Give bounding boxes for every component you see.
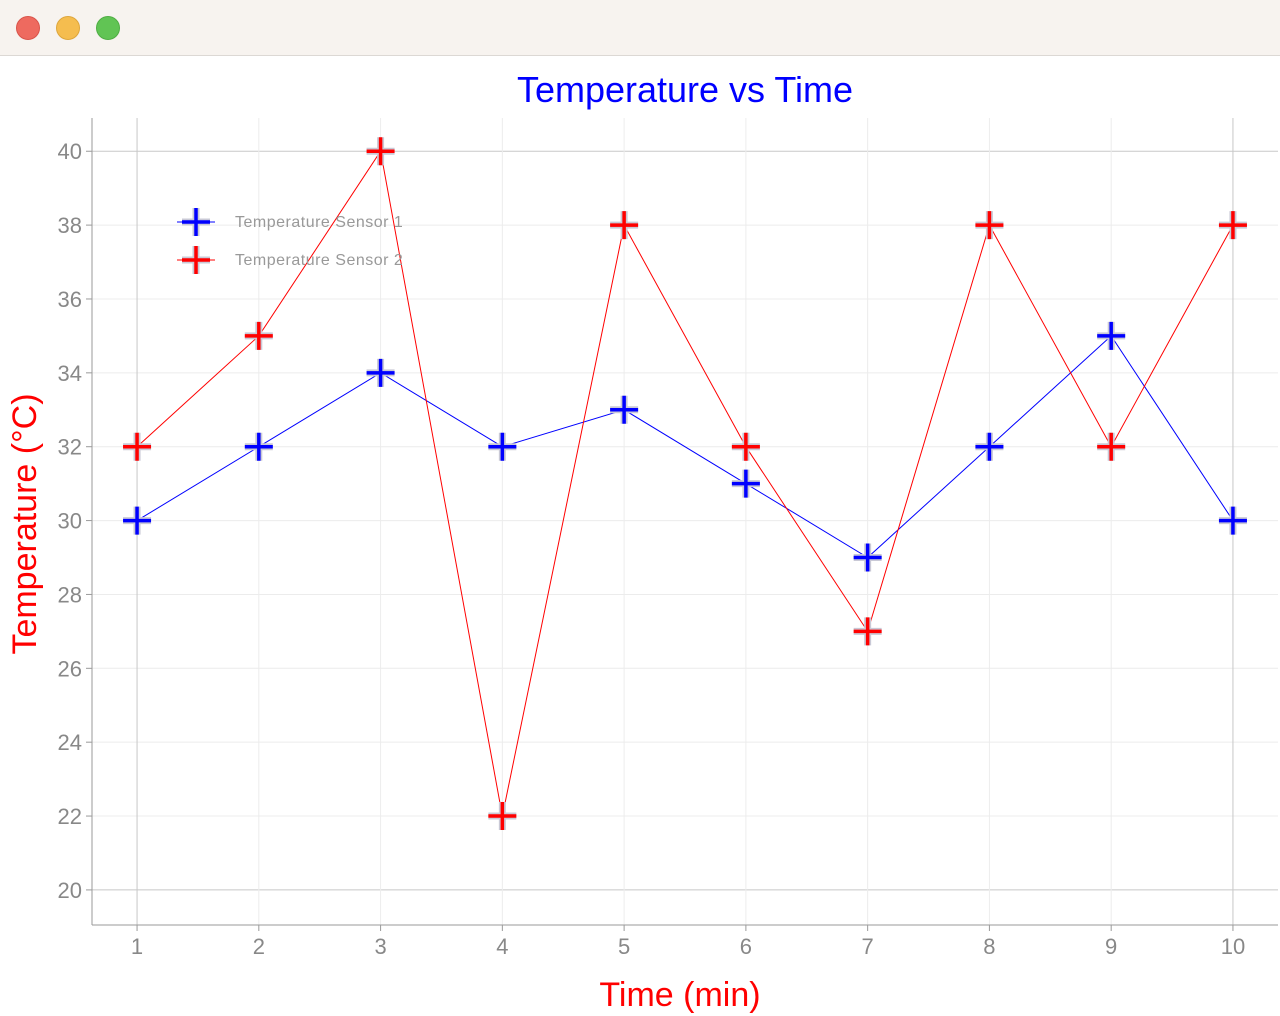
x-tick-label: 5 (618, 934, 630, 959)
marker-stroke (123, 506, 152, 535)
marker-stroke (488, 432, 517, 461)
series-1-point (488, 432, 517, 461)
series-1-point (1218, 506, 1247, 535)
series-2-point (853, 617, 882, 646)
chart-title: Temperature vs Time (517, 69, 853, 110)
series-1-point (731, 469, 760, 498)
series-1-point (853, 543, 882, 572)
marker-stroke (853, 543, 882, 572)
series-1-point (975, 432, 1004, 461)
marker-stroke (488, 802, 517, 831)
marker-stroke (975, 432, 1004, 461)
series-1-point (610, 395, 639, 424)
minimize-window-button[interactable] (56, 16, 80, 40)
marker-stroke (1218, 211, 1247, 240)
y-tick-label: 20 (58, 878, 82, 903)
marker-stroke (853, 617, 882, 646)
marker-stroke (366, 358, 395, 387)
legend-label: Temperature Sensor 1 (235, 214, 403, 231)
series-2-point (1097, 432, 1126, 461)
series-2-point (1218, 211, 1247, 240)
series-1-point (123, 506, 152, 535)
series-2-point (975, 211, 1004, 240)
series-2-point (610, 211, 639, 240)
chart-container: 20 22 24 26 28 30 32 34 36 38 40 1 2 3 4 5 6 7 8 9 10 Temper… (0, 57, 1280, 1016)
marker-stroke (182, 246, 210, 274)
y-axis-label: Temperature (°C) (6, 393, 44, 654)
x-tick-label: 7 (862, 934, 874, 959)
x-tick-label: 2 (253, 934, 265, 959)
series-1-point (244, 432, 273, 461)
y-tick-label: 26 (58, 656, 82, 681)
y-tick-label: 30 (58, 509, 82, 534)
legend: Temperature Sensor 1 Temperature Sensor 2 (177, 208, 403, 274)
y-tick-label: 24 (58, 730, 82, 755)
series-line-1 (136, 335, 1234, 559)
x-tick-label: 10 (1221, 934, 1245, 959)
x-tick-label: 6 (740, 934, 752, 959)
marker-stroke (975, 211, 1004, 240)
y-tick-label: 28 (58, 582, 82, 607)
y-tick-label: 32 (58, 435, 82, 460)
series-2-point (366, 137, 395, 166)
series-2-point (123, 432, 152, 461)
y-tick-label: 36 (58, 287, 82, 312)
x-axis-label: Time (min) (599, 976, 760, 1014)
x-tick-label: 3 (374, 934, 386, 959)
legend-marker (182, 246, 210, 274)
series-1-point (366, 358, 395, 387)
y-tick-label: 40 (58, 139, 82, 164)
legend-item-2: Temperature Sensor 2 (177, 246, 403, 274)
marker-stroke (123, 432, 152, 461)
legend-marker (182, 208, 210, 236)
marker-stroke (1097, 321, 1126, 350)
y-tick-label: 22 (58, 804, 82, 829)
close-window-button[interactable] (16, 16, 40, 40)
grid (92, 118, 1278, 925)
marker-stroke (366, 137, 395, 166)
marker-stroke (1097, 432, 1126, 461)
legend-label: Temperature Sensor 2 (235, 252, 403, 269)
x-tick-label: 1 (131, 934, 143, 959)
marker-stroke (731, 432, 760, 461)
x-tick-label: 8 (983, 934, 995, 959)
marker-stroke (1218, 506, 1247, 535)
series-2-point (244, 321, 273, 350)
marker-stroke (610, 211, 639, 240)
maximize-window-button[interactable] (96, 16, 120, 40)
y-tick-label: 38 (58, 213, 82, 238)
y-tick-label: 34 (58, 361, 82, 386)
marker-stroke (731, 469, 760, 498)
series-2-point (731, 432, 760, 461)
marker-stroke (244, 432, 273, 461)
marker-stroke (244, 321, 273, 350)
series-line-2 (136, 149, 1234, 817)
legend-item-1: Temperature Sensor 1 (177, 208, 403, 236)
series-layer (123, 137, 1247, 831)
marker-stroke (610, 395, 639, 424)
window-titlebar (0, 0, 1280, 56)
x-tick-label: 9 (1105, 934, 1117, 959)
x-tick-label: 4 (496, 934, 508, 959)
series-2-point (488, 802, 517, 831)
series-1-point (1097, 321, 1126, 350)
marker-stroke (182, 208, 210, 236)
